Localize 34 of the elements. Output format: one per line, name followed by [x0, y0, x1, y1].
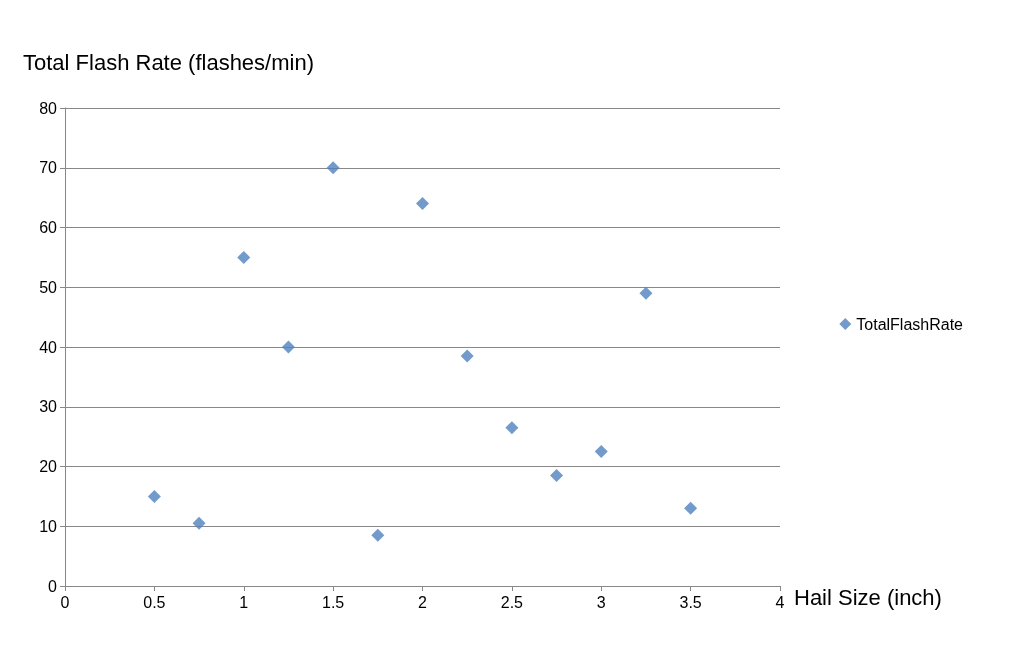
point: [460, 349, 474, 363]
point: [147, 489, 161, 503]
y-tick-label: 40: [39, 338, 58, 356]
point: [416, 197, 429, 211]
point: [505, 421, 519, 435]
y-tick-label: 0: [48, 577, 58, 595]
point: [639, 286, 653, 300]
point: [192, 516, 206, 530]
x-tick-label: 2: [418, 593, 428, 611]
x-tick-label: 1: [239, 593, 249, 611]
y-tick-label: 20: [39, 458, 58, 475]
y-tick-label: 80: [39, 99, 58, 117]
point: [550, 468, 564, 482]
x-tick-label: 0: [60, 593, 70, 611]
y-tick-label: 50: [39, 278, 58, 296]
y-axis-title: Total Flash Rate (flashes/min): [23, 49, 314, 75]
point: [371, 528, 385, 542]
legend-label: TotalFlashRate: [856, 315, 964, 333]
x-tick-label: 0.5: [143, 593, 166, 611]
x-axis-title: Hail Size (inch): [794, 584, 942, 610]
x-tick-label: 4: [775, 593, 785, 611]
point: [281, 340, 295, 354]
x-tick-label: 2.5: [500, 593, 524, 611]
point: [326, 161, 340, 175]
x-tick-label: 3: [596, 593, 606, 611]
x-tick-label: 3.5: [679, 593, 702, 611]
y-tick-label: 30: [39, 398, 58, 416]
point: [684, 501, 698, 515]
x-tick-label: 1.5: [322, 593, 345, 611]
y-tick-label: 10: [39, 517, 58, 535]
point: [594, 445, 608, 459]
y-tick-label: 70: [39, 159, 58, 177]
point: [237, 250, 251, 264]
y-tick-label: 60: [39, 219, 58, 236]
